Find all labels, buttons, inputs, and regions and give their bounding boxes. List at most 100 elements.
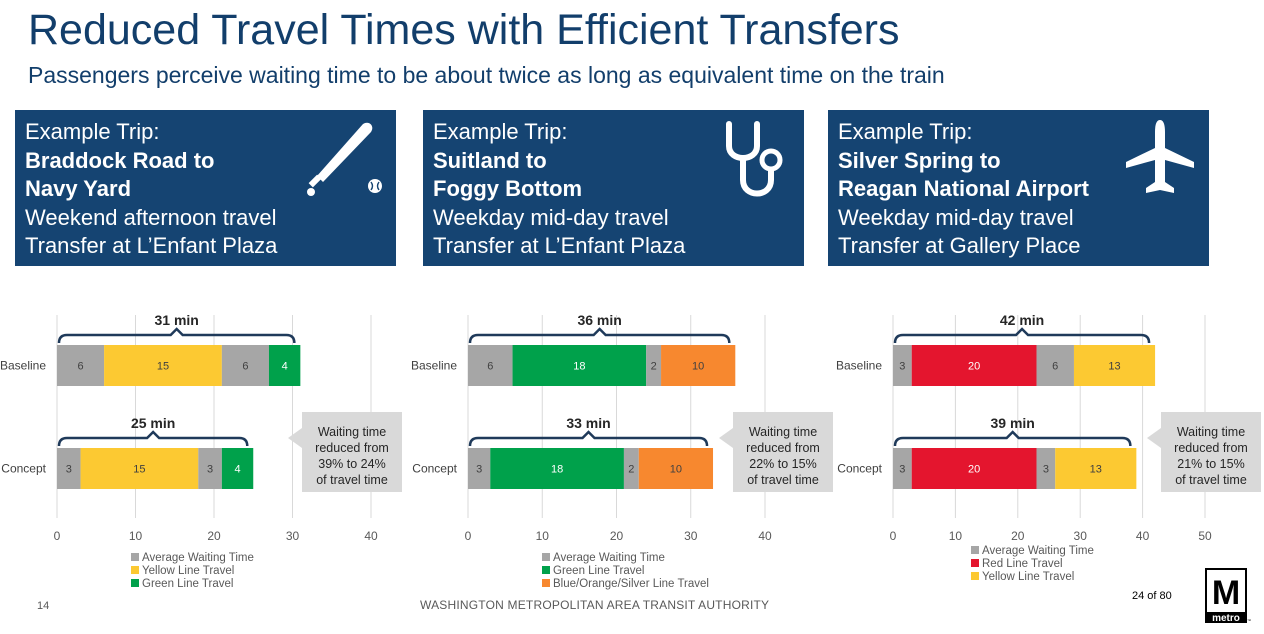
bar-segment <box>893 448 912 489</box>
trip-time: Weekend afternoon travel <box>25 204 277 230</box>
trip-card-suitland: Example Trip: Suitland to Foggy Bottom W… <box>423 110 804 266</box>
data-label: 15 <box>133 464 145 476</box>
data-label: 3 <box>476 464 482 476</box>
callout-text: Waiting time <box>749 425 817 439</box>
data-label: 6 <box>487 361 493 373</box>
x-tick-label: 20 <box>207 529 221 543</box>
data-label: 3 <box>899 464 905 476</box>
bar-segment <box>1073 345 1156 386</box>
callout-text: reduced from <box>746 441 820 455</box>
bar-segment <box>623 448 639 489</box>
trip-card-silver-spring: Example Trip: Silver Spring to Reagan Na… <box>828 110 1209 266</box>
total-bracket <box>57 430 249 447</box>
travel-time-chart-silver-spring: 0 10 20 30 40 50 Baseline 3 20 6 13 42 min Concept 3 2… <box>836 312 1261 583</box>
legend-entry: Average Waiting Time <box>142 552 254 564</box>
trip-route-origin: Braddock Road to <box>25 147 215 173</box>
data-label: 6 <box>242 361 248 373</box>
bar-segment <box>661 345 736 386</box>
baseball-bat-icon <box>307 122 382 196</box>
legend-swatch <box>131 553 139 561</box>
category-label: Concept <box>412 462 457 476</box>
x-tick-label: 0 <box>54 529 61 543</box>
total-label: 42 min <box>1000 312 1044 328</box>
legend-entry: Yellow Line Travel <box>982 571 1074 583</box>
x-tick-label: 30 <box>684 529 698 543</box>
bar-segment <box>468 345 513 386</box>
bar-segment <box>893 345 912 386</box>
airplane-icon <box>1126 120 1194 193</box>
data-label: 3 <box>207 464 213 476</box>
x-tick-label: 10 <box>129 529 143 543</box>
bar-segment <box>1036 345 1074 386</box>
data-label: 4 <box>234 464 240 476</box>
legend-entry: Yellow Line Travel <box>142 565 234 577</box>
x-tick-label: 30 <box>1074 529 1088 543</box>
total-bracket <box>468 327 731 344</box>
x-tick-label: 0 <box>465 529 472 543</box>
page-count: 24 of 80 <box>1132 590 1172 602</box>
callout-box <box>1147 412 1261 492</box>
data-label: 20 <box>968 361 980 373</box>
legend-swatch <box>131 566 139 574</box>
x-tick-label: 30 <box>286 529 300 543</box>
bar-segment <box>268 345 301 386</box>
data-label: 13 <box>1108 361 1120 373</box>
bar-segment <box>911 448 1037 489</box>
category-label: Baseline <box>411 359 457 373</box>
callout-text: 39% to 24% <box>318 457 385 471</box>
data-label: 3 <box>899 361 905 373</box>
category-label: Baseline <box>0 359 46 373</box>
callout-text: of travel time <box>747 473 819 487</box>
x-tick-label: 10 <box>536 529 550 543</box>
x-tick-label: 20 <box>1011 529 1025 543</box>
legend-entry: Average Waiting Time <box>982 545 1094 557</box>
bar-segment <box>490 448 624 489</box>
data-label: 3 <box>66 464 72 476</box>
bar-segment <box>104 345 222 386</box>
data-label: 13 <box>1090 464 1102 476</box>
total-bracket <box>468 430 709 447</box>
data-label: 15 <box>157 361 169 373</box>
legend-swatch <box>542 553 550 561</box>
callout-text: 22% to 15% <box>749 457 816 471</box>
bar-segment <box>1036 448 1056 489</box>
page-title: Reduced Travel Times with Efficient Tran… <box>28 6 900 54</box>
data-label: 3 <box>1043 464 1049 476</box>
x-tick-label: 50 <box>1198 529 1212 543</box>
legend-entry: Average Waiting Time <box>553 552 665 564</box>
bar-segment <box>198 448 222 489</box>
logo-trademark: ™ <box>1247 618 1251 623</box>
trip-transfer: Transfer at L’Enfant Plaza <box>25 233 278 258</box>
bar-segment <box>57 345 105 386</box>
travel-time-chart-suitland: 0 10 20 30 40 Baseline 6 18 2 10 36 min Concept 3 18 2… <box>411 312 833 590</box>
page-subtitle: Passengers perceive waiting time to be a… <box>28 62 945 88</box>
total-bracket <box>893 430 1132 447</box>
legend-swatch <box>971 559 979 567</box>
total-label: 36 min <box>577 312 621 328</box>
data-label: 18 <box>573 361 585 373</box>
bar-segment <box>646 345 662 386</box>
trip-transfer: Transfer at Gallery Place <box>838 233 1081 258</box>
legend-entry: Green Line Travel <box>553 565 644 577</box>
legend-entry: Blue/Orange/Silver Line Travel <box>553 578 709 590</box>
trip-card-braddock: Example Trip: Braddock Road to Navy Yard… <box>15 110 396 266</box>
trip-label: Example Trip: <box>433 119 568 144</box>
footer-organization: WASHINGTON METROPOLITAN AREA TRANSIT AUT… <box>420 598 770 612</box>
data-label: 18 <box>551 464 563 476</box>
trip-route-origin: Suitland to <box>433 147 547 173</box>
legend-swatch <box>542 566 550 574</box>
bar-segment <box>468 448 491 489</box>
legend-swatch <box>131 579 139 587</box>
slide-number: 14 <box>37 600 50 612</box>
total-label: 25 min <box>131 415 175 431</box>
category-label: Baseline <box>836 359 882 373</box>
callout-text: Waiting time <box>1177 425 1245 439</box>
total-label: 31 min <box>154 312 198 328</box>
data-label: 6 <box>1052 361 1058 373</box>
x-tick-label: 40 <box>1136 529 1150 543</box>
bar-segment <box>221 345 269 386</box>
metro-logo: M metro ™ <box>1205 568 1251 624</box>
callout-text: of travel time <box>316 473 388 487</box>
legend-swatch <box>542 579 550 587</box>
trip-route-destination: Navy Yard <box>25 176 132 201</box>
